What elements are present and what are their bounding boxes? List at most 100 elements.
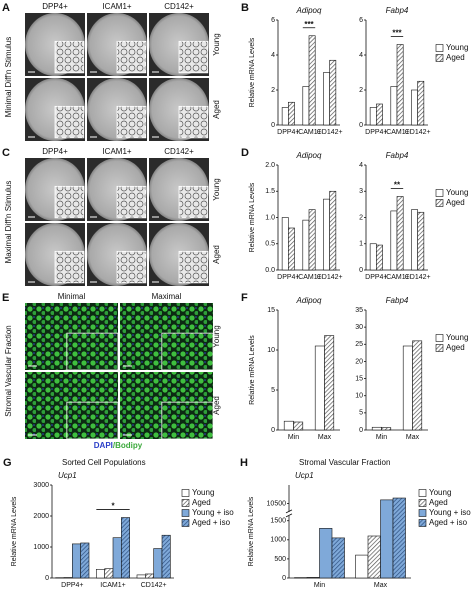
inset [178, 105, 209, 139]
x-tick-label: CD142+ [405, 129, 431, 136]
bar [288, 101, 295, 126]
x-tick-label: DPP4+ [365, 129, 387, 136]
legend-swatch [435, 54, 444, 62]
bar [161, 534, 171, 579]
y-tick-label: 2 [359, 214, 363, 221]
y-tick-label: 2 [359, 87, 363, 94]
x-tick-label: CD142+ [317, 129, 343, 136]
y-tick-label: 6 [271, 17, 275, 24]
bar [80, 542, 90, 579]
y-tick-label: 0 [359, 267, 363, 274]
bar [380, 499, 394, 579]
stain-part: /Bodipy [113, 441, 143, 450]
panel-label: E [2, 292, 9, 304]
inset [178, 185, 209, 219]
bar [306, 577, 320, 579]
x-tick-label: CD142+ [141, 582, 167, 589]
bar [396, 196, 404, 271]
stain-label: DAPI/Bodipy [94, 441, 143, 450]
bar [402, 345, 413, 431]
legend-label: Young [429, 488, 451, 497]
bar [390, 210, 398, 271]
panel-label: C [2, 147, 10, 159]
legend-label: Young [446, 43, 468, 52]
legend-label: Aged [192, 498, 211, 507]
bar [371, 426, 382, 431]
bar [367, 535, 381, 579]
bar [302, 86, 310, 126]
bar [417, 211, 425, 271]
y-axis-label: Relative mRNA Levels [249, 335, 256, 405]
condition-label: Minimal Diff'n Stimulus [4, 37, 13, 118]
legend-label: Aged [446, 53, 465, 62]
legend-label: Young + iso [429, 508, 471, 517]
y-tick-label: 4 [359, 162, 363, 169]
legend-label: Aged + iso [429, 518, 468, 527]
significance: * [111, 502, 115, 511]
y-axis-label: Relative mRNA Levels [248, 496, 255, 566]
y-tick-label: 35 [355, 307, 363, 314]
subplot-title: Ucp1 [295, 471, 314, 480]
y-tick-label: 0 [359, 427, 363, 434]
y-tick-label: 1000 [33, 544, 49, 551]
bar [281, 107, 289, 126]
x-tick-label: Min [376, 434, 387, 441]
y-tick-label: 2000 [33, 513, 49, 520]
legend-label: Young [192, 488, 214, 497]
x-tick-label: DPP4+ [277, 129, 299, 136]
bar [369, 107, 377, 126]
bar [411, 209, 418, 271]
y-tick-label: 0 [271, 427, 275, 434]
y-tick-label: 10 [267, 347, 275, 354]
legend-swatch [435, 344, 444, 352]
bar [396, 44, 404, 126]
x-tick-label: DPP4+ [277, 274, 299, 281]
bar [281, 217, 289, 271]
bar [329, 59, 337, 126]
x-tick-label: ICAM1+ [296, 129, 321, 136]
inset [54, 105, 85, 139]
legend-label: Aged [446, 198, 465, 207]
y-tick-label: 5 [271, 387, 275, 394]
bar [411, 89, 418, 126]
y-tick-label: 0 [282, 575, 286, 582]
condition-label: Stromal Vascular Fraction [4, 325, 13, 416]
inset [54, 185, 85, 219]
column-header: DPP4+ [42, 2, 68, 11]
significance: ** [394, 181, 401, 190]
y-tick-label: 15 [267, 307, 275, 314]
bar [121, 517, 130, 579]
legend-swatch [435, 189, 444, 197]
inset [66, 332, 119, 371]
row-label: Aged [212, 245, 221, 264]
legend-swatch [181, 499, 190, 507]
bar [314, 345, 325, 431]
inset [54, 40, 85, 74]
inset [116, 250, 147, 284]
inset [161, 401, 214, 440]
stain-part: DAPI [94, 441, 113, 450]
inset [161, 332, 214, 371]
column-header: CD142+ [164, 2, 194, 11]
x-tick-label: CD142+ [405, 274, 431, 281]
y-tick-label: 25 [355, 341, 363, 348]
x-tick-label: Min [288, 434, 299, 441]
x-tick-label: DPP4+ [61, 582, 83, 589]
y-tick-label: 2 [271, 87, 275, 94]
significance: *** [304, 20, 314, 29]
significance: *** [392, 29, 402, 38]
x-tick-label: Min [314, 582, 325, 589]
legend-swatch [181, 509, 190, 517]
bar [319, 528, 333, 579]
subplot-title: Adipoq [296, 6, 322, 15]
subplot-title: Fabp4 [386, 296, 409, 305]
bar [412, 340, 423, 431]
bar [323, 198, 330, 271]
legend-swatch [418, 489, 427, 497]
panel-label: H [240, 457, 248, 469]
legend-swatch [435, 334, 444, 342]
panel-label: F [241, 292, 248, 304]
y-tick-label: 0.0 [265, 267, 275, 274]
y-tick-label: 1500 [270, 518, 286, 525]
